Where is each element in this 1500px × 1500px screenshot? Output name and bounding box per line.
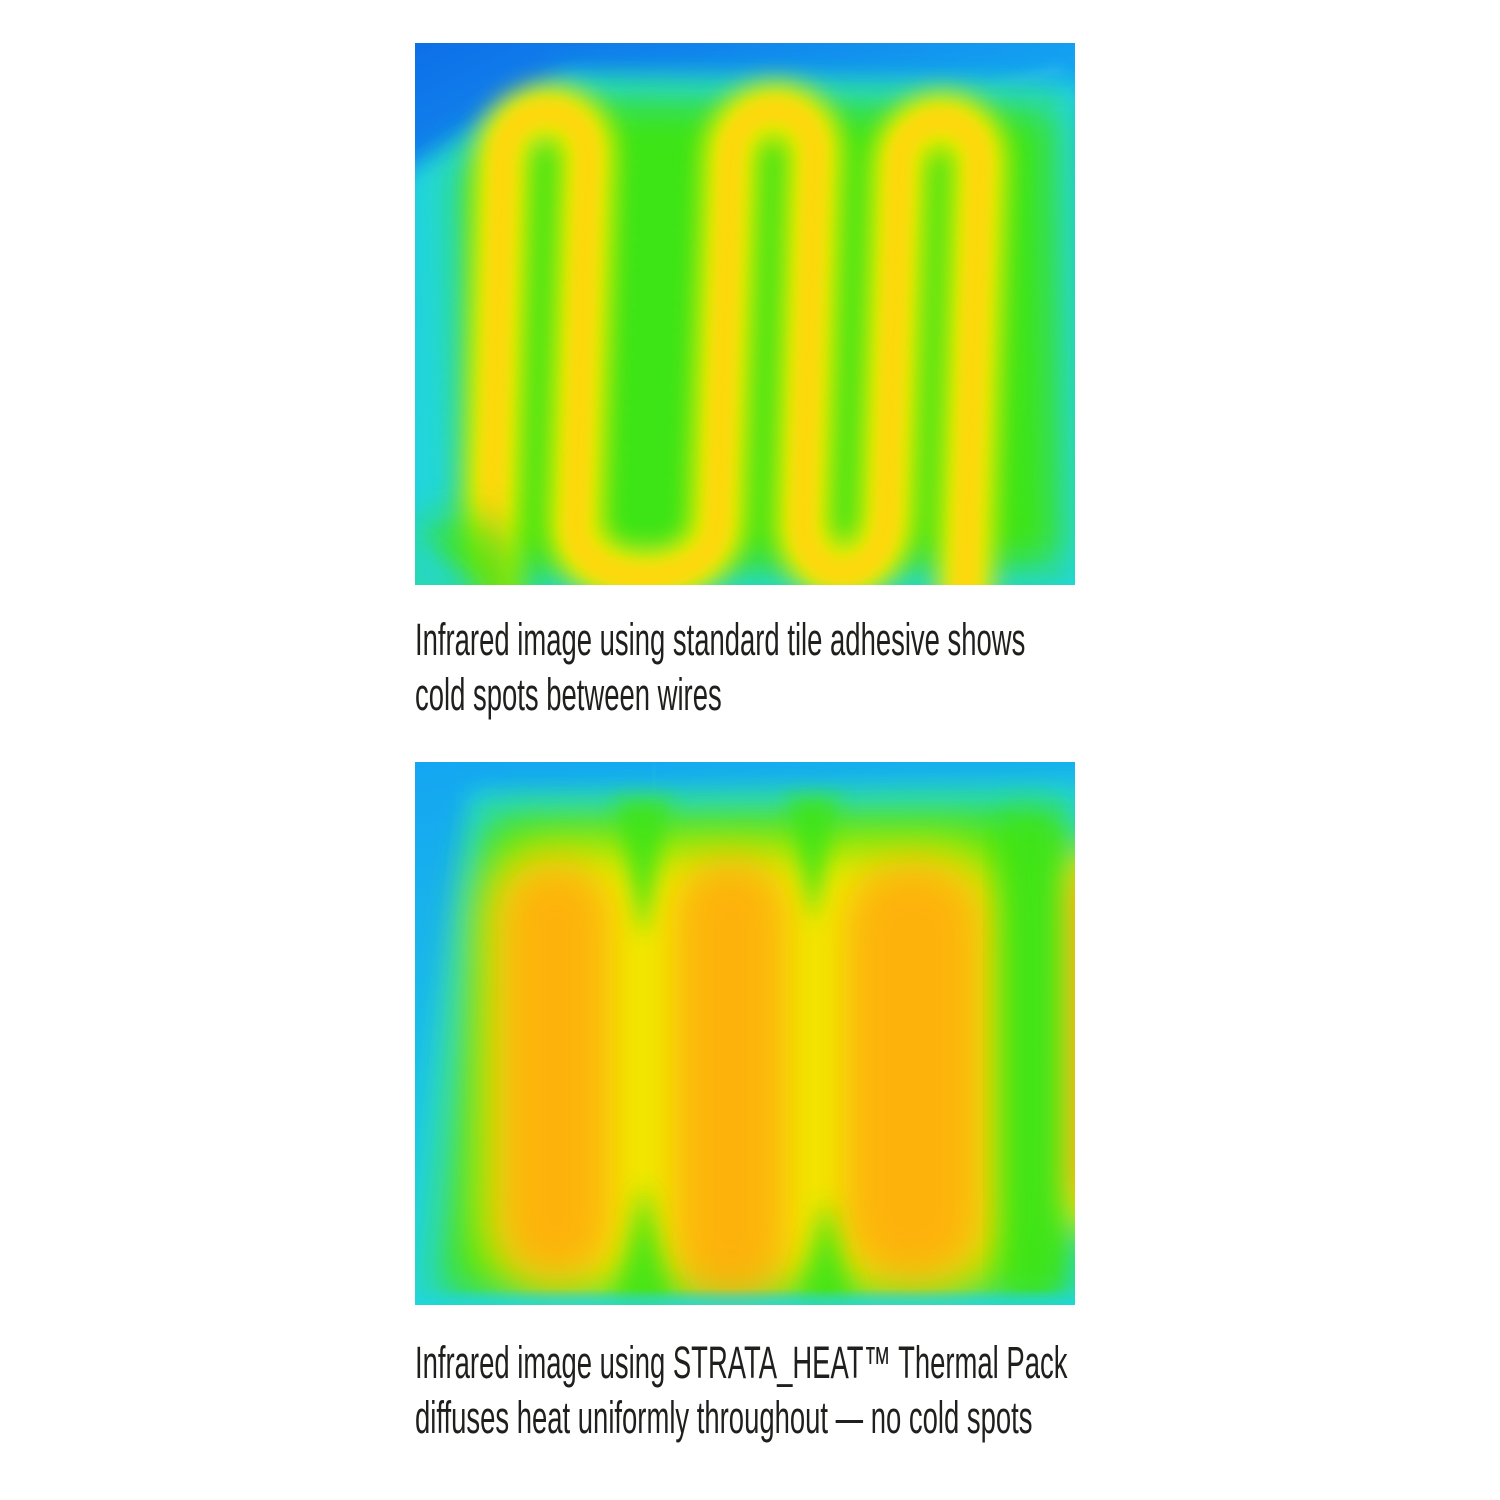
caption-line-2: cold spots between wires bbox=[415, 669, 722, 720]
cool-corner-patch bbox=[415, 530, 474, 585]
infrared-image-standard-adhesive bbox=[415, 43, 1075, 585]
top-cool-notch-1 bbox=[615, 800, 671, 940]
caption-line-1: Infrared image using standard tile adhes… bbox=[415, 614, 1026, 665]
hot-wire-lobes bbox=[499, 858, 1075, 1300]
bottom-cool-notch-1 bbox=[612, 1182, 674, 1305]
right-cool-channel bbox=[1005, 817, 1061, 1295]
hot-lobe-4-partial bbox=[1063, 874, 1075, 1200]
figure-strata-heat bbox=[415, 762, 1075, 1305]
caption-strata-heat: Infrared image using STRATA_HEAT™ Therma… bbox=[415, 1335, 1147, 1445]
bottom-cool-notch-2 bbox=[796, 1198, 856, 1305]
infrared-image-strata-heat bbox=[415, 762, 1075, 1305]
caption-line-2: diffuses heat uniformly throughout — no … bbox=[415, 1392, 1033, 1443]
wire-core bbox=[476, 97, 993, 585]
hot-lobe-2 bbox=[673, 858, 789, 1300]
figure-standard-adhesive bbox=[415, 43, 1075, 585]
caption-line-1: Infrared image using STRATA_HEAT™ Therma… bbox=[415, 1337, 1068, 1388]
caption-standard-adhesive: Infrared image using standard tile adhes… bbox=[415, 612, 1147, 722]
top-cool-notch-2 bbox=[787, 798, 839, 924]
hot-lobe-1 bbox=[499, 862, 613, 1280]
heating-wire-serpentine bbox=[461, 82, 1008, 585]
bottom-edge-cool-strip bbox=[415, 1296, 1075, 1305]
hot-lobe-3 bbox=[843, 862, 983, 1282]
